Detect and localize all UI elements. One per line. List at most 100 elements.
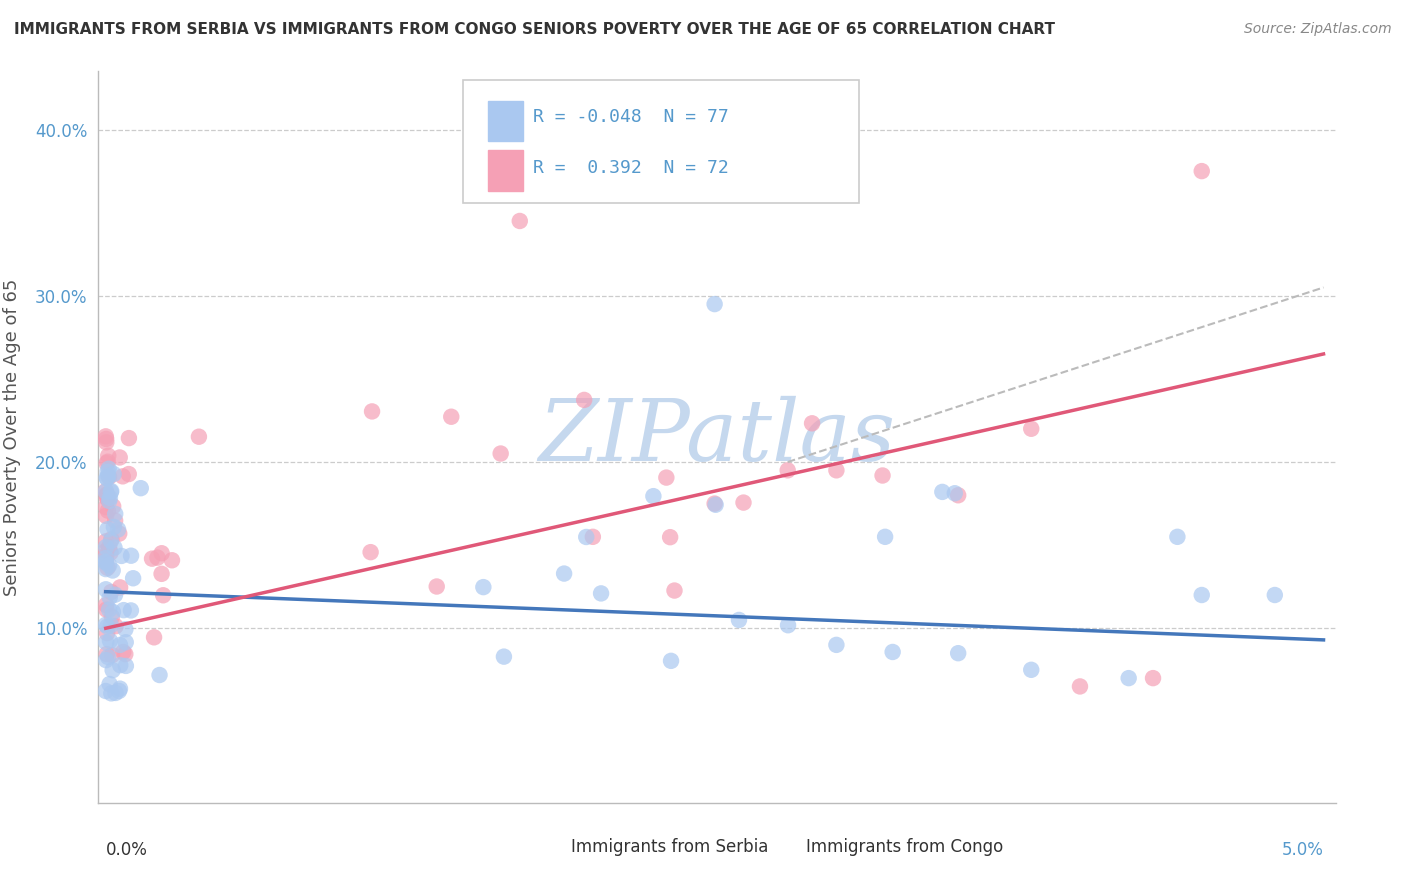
Point — [96, 435, 118, 450]
Point — [129, 481, 152, 495]
Point — [426, 580, 449, 594]
Point — [97, 462, 120, 476]
Point — [97, 455, 120, 469]
Point — [575, 530, 598, 544]
Text: 0.0%: 0.0% — [105, 841, 148, 859]
Point — [776, 618, 799, 632]
Point — [572, 392, 595, 407]
Point — [98, 591, 121, 605]
Point — [94, 562, 117, 576]
Point — [100, 618, 122, 632]
Point — [98, 540, 121, 554]
Point — [97, 469, 120, 483]
Point — [553, 566, 575, 581]
Point — [94, 555, 117, 569]
Point — [94, 582, 117, 597]
Point — [97, 650, 120, 665]
Point — [146, 550, 169, 565]
Y-axis label: Seniors Poverty Over the Age of 65: Seniors Poverty Over the Age of 65 — [3, 278, 21, 596]
Point — [141, 551, 163, 566]
Point — [94, 556, 117, 570]
Point — [94, 635, 117, 649]
Text: Immigrants from Serbia: Immigrants from Serbia — [571, 838, 769, 856]
Point — [98, 602, 121, 616]
Point — [100, 686, 122, 700]
Point — [94, 429, 117, 443]
Point — [96, 487, 118, 501]
Point — [97, 503, 120, 517]
Point — [1142, 671, 1164, 685]
Point — [440, 409, 463, 424]
Point — [703, 497, 725, 511]
Point — [94, 554, 117, 568]
Point — [98, 677, 121, 691]
Point — [96, 490, 118, 504]
Point — [100, 484, 122, 499]
Point — [472, 580, 495, 594]
Point — [94, 500, 117, 515]
Point — [120, 549, 142, 563]
Point — [1191, 588, 1213, 602]
Point — [659, 654, 682, 668]
Point — [143, 630, 166, 644]
Point — [1264, 588, 1286, 602]
Point — [111, 469, 134, 483]
Point — [94, 484, 117, 499]
Point — [1069, 680, 1091, 694]
Text: R = -0.048  N = 77: R = -0.048 N = 77 — [533, 109, 728, 127]
Point — [108, 684, 131, 698]
Point — [98, 633, 121, 648]
Point — [94, 508, 117, 523]
Point — [882, 645, 904, 659]
Point — [114, 647, 136, 661]
Point — [946, 646, 969, 660]
Point — [659, 530, 682, 544]
Point — [1019, 422, 1042, 436]
Point — [643, 489, 665, 503]
Point — [101, 564, 124, 578]
Point — [94, 598, 117, 612]
FancyBboxPatch shape — [464, 80, 859, 203]
Point — [94, 540, 117, 554]
Point — [98, 494, 121, 508]
Point — [152, 588, 174, 602]
Point — [122, 571, 145, 585]
Point — [1019, 663, 1042, 677]
Point — [100, 545, 122, 559]
Point — [94, 544, 117, 558]
Text: ZIPatlas: ZIPatlas — [538, 396, 896, 478]
Point — [97, 491, 120, 506]
Point — [96, 548, 118, 562]
Point — [1191, 164, 1213, 178]
Point — [96, 491, 118, 506]
Point — [943, 486, 966, 500]
Point — [97, 449, 120, 463]
Point — [103, 541, 125, 555]
Point — [96, 522, 118, 536]
Point — [96, 471, 118, 485]
Point — [704, 498, 727, 512]
Point — [96, 561, 118, 575]
Point — [100, 585, 122, 599]
Point — [875, 530, 897, 544]
Point — [101, 609, 124, 624]
Point — [96, 488, 118, 502]
Point — [115, 659, 138, 673]
Point — [118, 467, 141, 481]
Point — [110, 658, 132, 673]
Point — [94, 684, 117, 698]
Point — [103, 520, 125, 534]
Text: 5.0%: 5.0% — [1282, 841, 1323, 859]
Point — [96, 602, 118, 616]
Point — [825, 638, 848, 652]
Point — [104, 588, 127, 602]
Point — [120, 603, 142, 617]
Point — [104, 507, 127, 521]
Point — [104, 514, 127, 528]
Point — [509, 214, 531, 228]
Point — [112, 603, 135, 617]
Point — [98, 470, 121, 484]
Point — [112, 645, 135, 659]
Point — [187, 430, 209, 444]
Bar — [773, 833, 800, 862]
